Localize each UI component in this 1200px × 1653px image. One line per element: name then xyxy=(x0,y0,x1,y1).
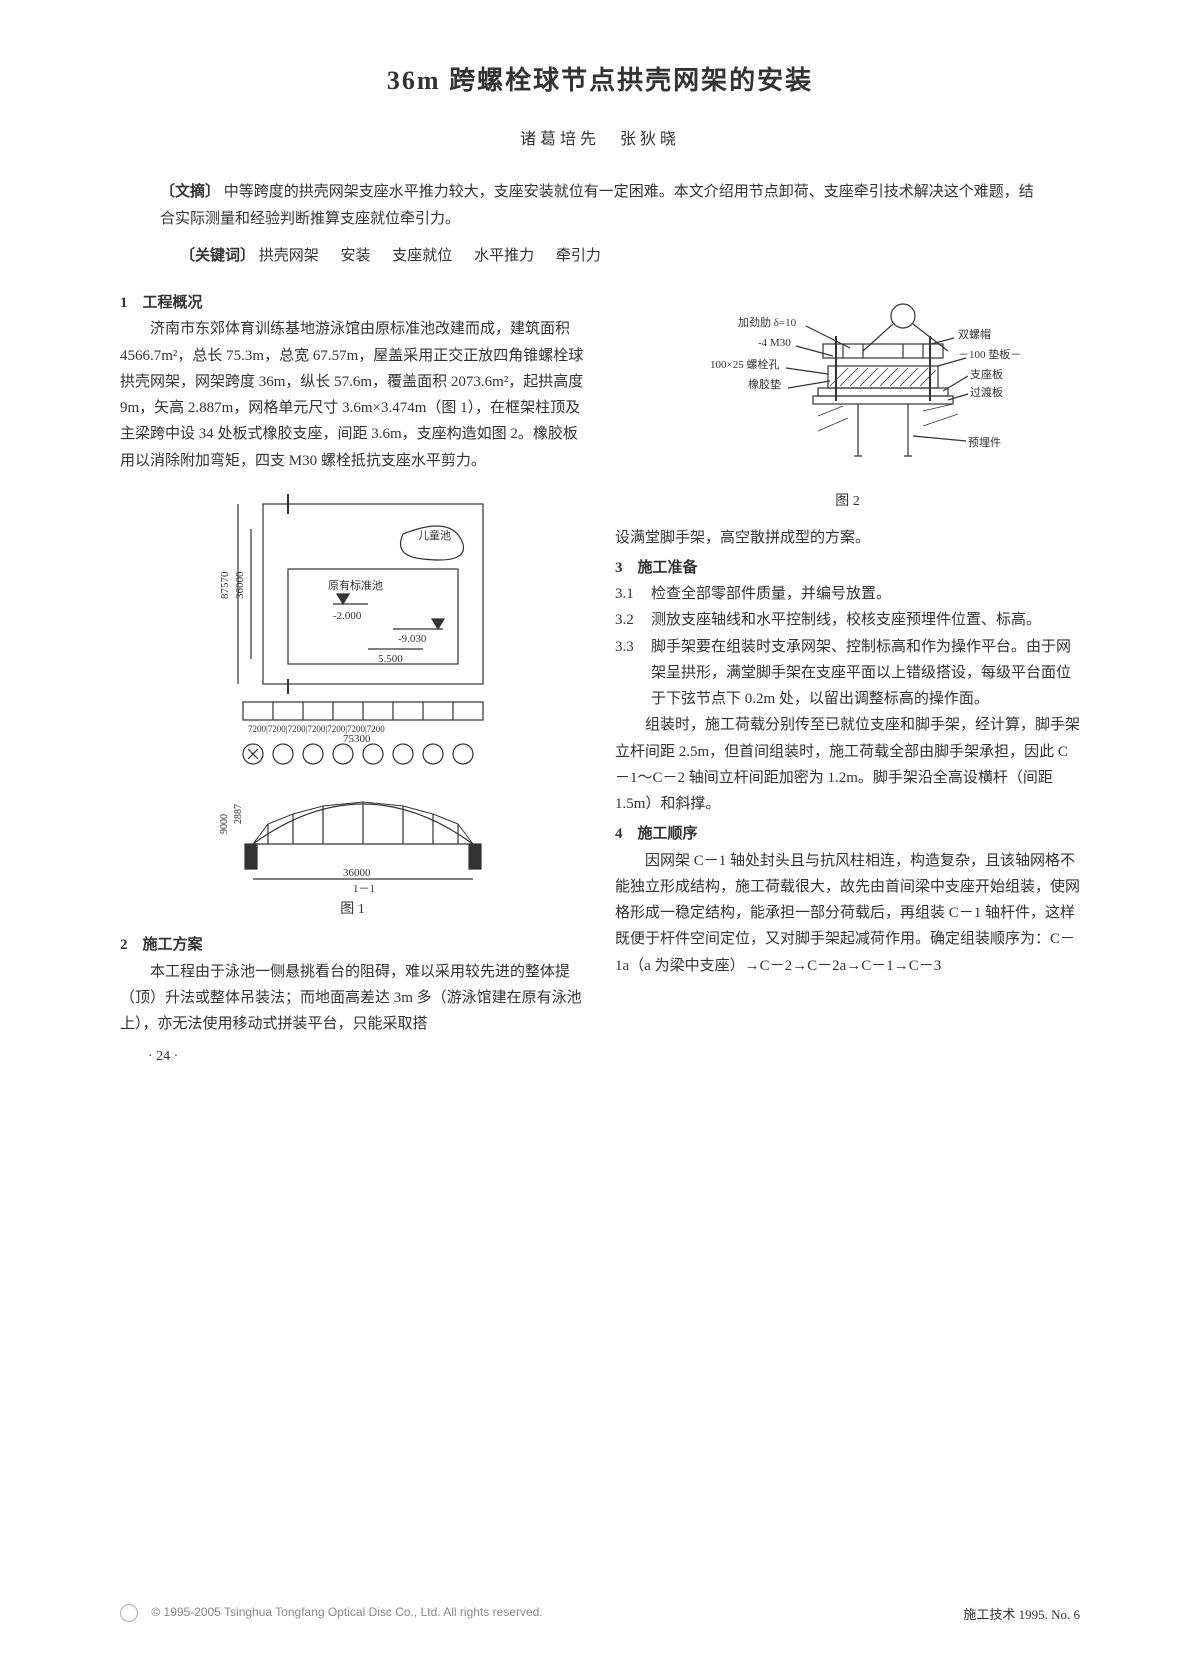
svg-text:过渡板: 过渡板 xyxy=(970,385,1003,399)
svg-text:-9.030: -9.030 xyxy=(398,633,427,645)
paper-title: 36m 跨螺栓球节点拱壳网架的安装 xyxy=(120,60,1080,97)
section-4-head: 4 施工顺序 xyxy=(615,821,1080,847)
figure-1: 儿童池 原有标准池 -2.000 -9.030 5.500 87570 3600… xyxy=(120,484,585,923)
footer-issue: 施工技术 1995. No. 6 xyxy=(963,1604,1080,1623)
footer-copyright: © 1995-2005 Tsinghua Tongfang Optical Di… xyxy=(120,1604,543,1623)
figure-1-svg: 儿童池 原有标准池 -2.000 -9.030 5.500 87570 3600… xyxy=(193,484,513,894)
keyword: 牵引力 xyxy=(556,248,601,264)
svg-text:支座板: 支座板 xyxy=(970,367,1003,381)
svg-text:5.500: 5.500 xyxy=(378,653,403,665)
svg-text:36000: 36000 xyxy=(343,867,371,879)
right-column: 加劲肋 δ=10 -4 M30 100×25 螺栓孔 橡胶垫 双螺帽 －100 … xyxy=(615,286,1080,1070)
keywords: 〔关键词〕 拱壳网架 安装 支座就位 水平推力 牵引力 xyxy=(180,243,1040,270)
keywords-label: 〔关键词〕 xyxy=(180,248,255,264)
section-3-3: 3.3 脚手架要在组装时支承网架、控制标高和作为操作平台。由于网架呈拱形，满堂脚… xyxy=(615,634,1080,713)
svg-text:-4 M30: -4 M30 xyxy=(758,337,791,349)
svg-text:87570: 87570 xyxy=(219,571,231,599)
abstract-text: 中等跨度的拱壳网架支座水平推力较大，支座安装就位有一定困难。本文介绍用节点卸荷、… xyxy=(160,184,1034,227)
svg-text:75300: 75300 xyxy=(343,733,371,745)
section-1-head: 1 工程概况 xyxy=(120,290,585,316)
footer-logo-icon xyxy=(120,1604,138,1622)
section-4-para: 因网架 C－1 轴处封头且与抗风柱相连，构造复杂，且该轴网格不能独立形成结构，施… xyxy=(615,848,1080,979)
figure-2-caption: 图 2 xyxy=(615,490,1080,515)
svg-text:预埋件: 预埋件 xyxy=(968,436,1001,449)
svg-text:1－1: 1－1 xyxy=(353,883,375,894)
page-number: · 24 · xyxy=(120,1045,585,1070)
section-2-continuation: 设满堂脚手架，高空散拼成型的方案。 xyxy=(615,525,1080,551)
svg-text:－100 垫板－: －100 垫板－ xyxy=(958,347,1021,361)
keyword: 安装 xyxy=(341,248,371,264)
figure-1-caption: 图 1 xyxy=(120,898,585,923)
figure-2: 加劲肋 δ=10 -4 M30 100×25 螺栓孔 橡胶垫 双螺帽 －100 … xyxy=(615,296,1080,515)
svg-text:9000: 9000 xyxy=(219,814,230,834)
section-2-head: 2 施工方案 xyxy=(120,932,585,958)
section-3-head: 3 施工准备 xyxy=(615,555,1080,581)
section-1-para: 济南市东郊体育训练基地游泳馆由原标准池改建而成，建筑面积 4566.7m²，总长… xyxy=(120,316,585,474)
keyword: 水平推力 xyxy=(474,248,534,264)
abstract-label: 〔文摘〕 xyxy=(160,184,220,200)
left-column: 1 工程概况 济南市东郊体育训练基地游泳馆由原标准池改建而成，建筑面积 4566… xyxy=(120,286,585,1070)
keyword: 支座就位 xyxy=(392,248,452,264)
section-2-para: 本工程由于泳池一侧悬挑看台的阻碍，难以采用较先进的整体提（顶）升法或整体吊装法；… xyxy=(120,959,585,1038)
svg-text:橡胶垫: 橡胶垫 xyxy=(748,377,781,391)
section-3-1: 3.1 检查全部零部件质量，并编号放置。 xyxy=(615,581,1080,607)
keyword: 拱壳网架 xyxy=(259,248,319,264)
svg-text:原有标准池: 原有标准池 xyxy=(328,578,383,592)
figure-2-svg: 加劲肋 δ=10 -4 M30 100×25 螺栓孔 橡胶垫 双螺帽 －100 … xyxy=(668,296,1028,486)
svg-text:36000: 36000 xyxy=(234,571,246,599)
svg-text:儿童池: 儿童池 xyxy=(418,528,451,542)
paper-authors: 诸葛培先 张狄晓 xyxy=(120,125,1080,149)
section-3-2: 3.2 测放支座轴线和水平控制线，校核支座预埋件位置、标高。 xyxy=(615,607,1080,633)
page-footer: © 1995-2005 Tsinghua Tongfang Optical Di… xyxy=(0,1604,1200,1623)
abstract: 〔文摘〕 中等跨度的拱壳网架支座水平推力较大，支座安装就位有一定困难。本文介绍用… xyxy=(160,179,1040,233)
svg-text:2887: 2887 xyxy=(233,804,244,824)
svg-text:双螺帽: 双螺帽 xyxy=(958,328,991,341)
svg-text:100×25 螺栓孔: 100×25 螺栓孔 xyxy=(710,357,779,371)
svg-text:加劲肋 δ=10: 加劲肋 δ=10 xyxy=(738,315,797,329)
svg-text:-2.000: -2.000 xyxy=(333,610,362,622)
section-3-para4: 组装时，施工荷载分别传至已就位支座和脚手架，经计算，脚手架立杆间距 2.5m，但… xyxy=(615,712,1080,817)
